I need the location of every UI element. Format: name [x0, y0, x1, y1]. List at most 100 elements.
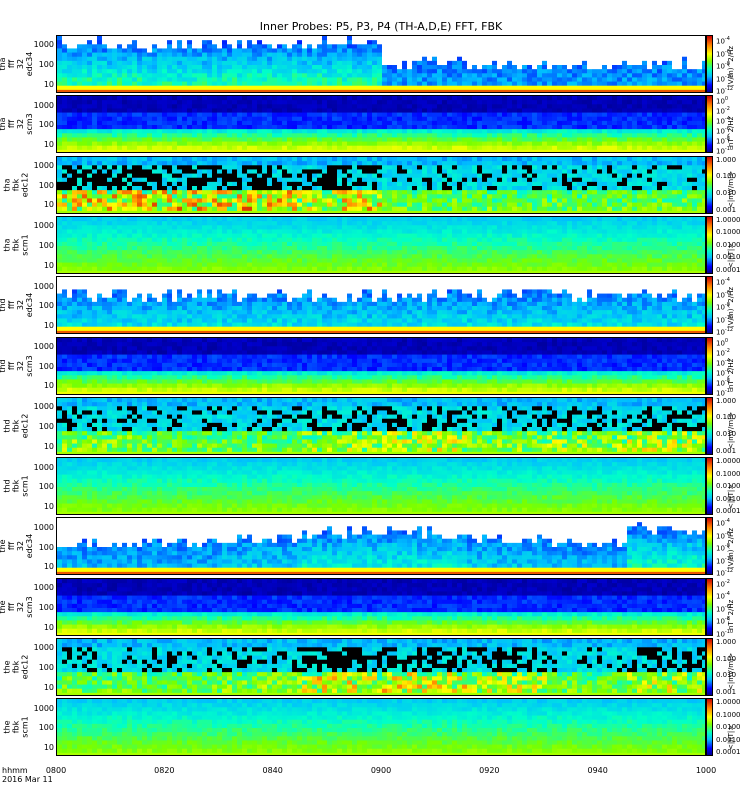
spectrogram-cell	[697, 137, 703, 143]
spectrogram-cell	[442, 193, 448, 199]
spectrogram-cell	[697, 60, 703, 66]
spectrogram-cell	[427, 44, 433, 50]
spectrogram-cell	[192, 160, 198, 166]
spectrogram-cell	[657, 77, 663, 83]
spectrogram-cell	[82, 100, 88, 106]
spectrogram-cell	[452, 198, 458, 203]
spectrogram-cell	[97, 60, 103, 66]
spectrogram-cell	[497, 89, 503, 92]
spectrogram-cell	[62, 44, 68, 50]
spectrogram-cell	[387, 56, 393, 62]
spectrogram-cell	[157, 164, 163, 170]
spectrogram-cell	[502, 96, 508, 102]
spectrogram-cell	[502, 89, 508, 92]
spectrogram-cell	[477, 146, 483, 151]
spectrogram-cell	[427, 89, 433, 92]
spectrogram-cell	[687, 52, 693, 58]
spectrogram-cell	[377, 164, 383, 170]
spectrogram-cell	[447, 52, 453, 58]
spectrogram-cell	[352, 73, 358, 79]
spectrogram-cell	[142, 202, 148, 207]
spectrogram-cell	[102, 40, 108, 45]
spectrogram-cell	[702, 104, 705, 110]
spectrogram-cell	[487, 173, 493, 178]
spectrogram-cell	[532, 108, 538, 114]
spectrogram-cell	[147, 121, 153, 126]
spectrogram-cell	[522, 121, 528, 126]
spectrogram-cell	[232, 60, 238, 66]
spectrogram-cell	[112, 133, 118, 139]
spectrogram-cell	[232, 137, 238, 143]
spectrogram-cell	[337, 36, 343, 41]
spectrogram-cell	[107, 150, 113, 153]
spectrogram-cell	[362, 146, 368, 151]
spectrogram-cell	[362, 141, 368, 147]
spectrogram-cell	[562, 60, 568, 66]
spectrogram-cell	[227, 81, 233, 87]
spectrogram-cell	[682, 121, 688, 126]
spectrogram-cell	[507, 146, 513, 151]
spectrogram-cell	[167, 81, 173, 87]
spectrogram-cell	[417, 77, 423, 83]
spectrogram-cell	[232, 160, 238, 166]
spectrogram-cell	[412, 156, 418, 162]
spectrogram-cell	[307, 210, 313, 213]
spectrogram-cell	[272, 112, 278, 118]
spectrogram-cell	[572, 117, 578, 122]
spectrogram-cell	[127, 173, 133, 178]
spectrogram-cell	[302, 146, 308, 151]
spectrogram-cell	[602, 73, 608, 79]
spectrogram-cell	[677, 100, 683, 106]
spectrogram-cell	[377, 202, 383, 207]
spectrogram-cell	[172, 177, 178, 183]
spectrogram-cell	[237, 36, 243, 41]
spectrogram-cell	[532, 60, 538, 66]
spectrogram-cell	[652, 125, 658, 131]
spectrogram-cell	[492, 181, 498, 187]
spectrogram-cell	[207, 117, 213, 122]
spectrogram-cell	[387, 125, 393, 131]
spectrogram-cell	[547, 133, 553, 139]
spectrogram-cell	[322, 52, 328, 58]
spectrogram-cell	[612, 141, 618, 147]
spectrogram-cell	[117, 36, 123, 41]
spectrogram-cell	[367, 89, 373, 92]
spectrogram-cell	[307, 146, 313, 151]
spectrogram-cell	[452, 56, 458, 62]
spectrogram-cell	[202, 141, 208, 147]
spectrogram-cell	[577, 150, 583, 153]
spectrogram-cell	[557, 137, 563, 143]
spectrogram-cell	[447, 56, 453, 62]
spectrogram-cell	[132, 141, 138, 147]
spectrogram-cell	[397, 40, 403, 45]
spectrogram-cell	[232, 36, 238, 41]
spectrogram-cell	[467, 202, 473, 207]
spectrogram-cell	[87, 44, 93, 50]
spectrogram-cell	[572, 40, 578, 45]
colorbar-tick-label: 100	[716, 95, 728, 105]
spectrogram-cell	[507, 206, 513, 212]
spectrogram-cell	[247, 160, 253, 166]
spectrogram-cell	[317, 137, 323, 143]
spectrogram-cell	[277, 117, 283, 122]
spectrogram-cell	[372, 125, 378, 131]
spectrogram-cell	[62, 121, 68, 126]
spectrogram-cell	[287, 177, 293, 183]
spectrogram-cell	[202, 133, 208, 139]
spectrogram-cell	[547, 36, 553, 41]
spectrogram-cell	[537, 56, 543, 62]
spectrogram-cell	[572, 85, 578, 91]
spectrogram-cell	[227, 177, 233, 183]
spectrogram-cell	[657, 117, 663, 122]
spectrogram-cell	[532, 121, 538, 126]
spectrogram-cell	[577, 44, 583, 50]
spectrogram-cell	[142, 73, 148, 79]
spectrogram-cell	[567, 150, 573, 153]
spectrogram-cell	[647, 73, 653, 79]
spectrogram-cell	[417, 129, 423, 135]
spectrogram-cell	[152, 44, 158, 50]
spectrogram-cell	[97, 112, 103, 118]
spectrogram-cell	[317, 100, 323, 106]
spectrogram-cell	[277, 210, 283, 213]
spectrogram-cell	[507, 60, 513, 66]
